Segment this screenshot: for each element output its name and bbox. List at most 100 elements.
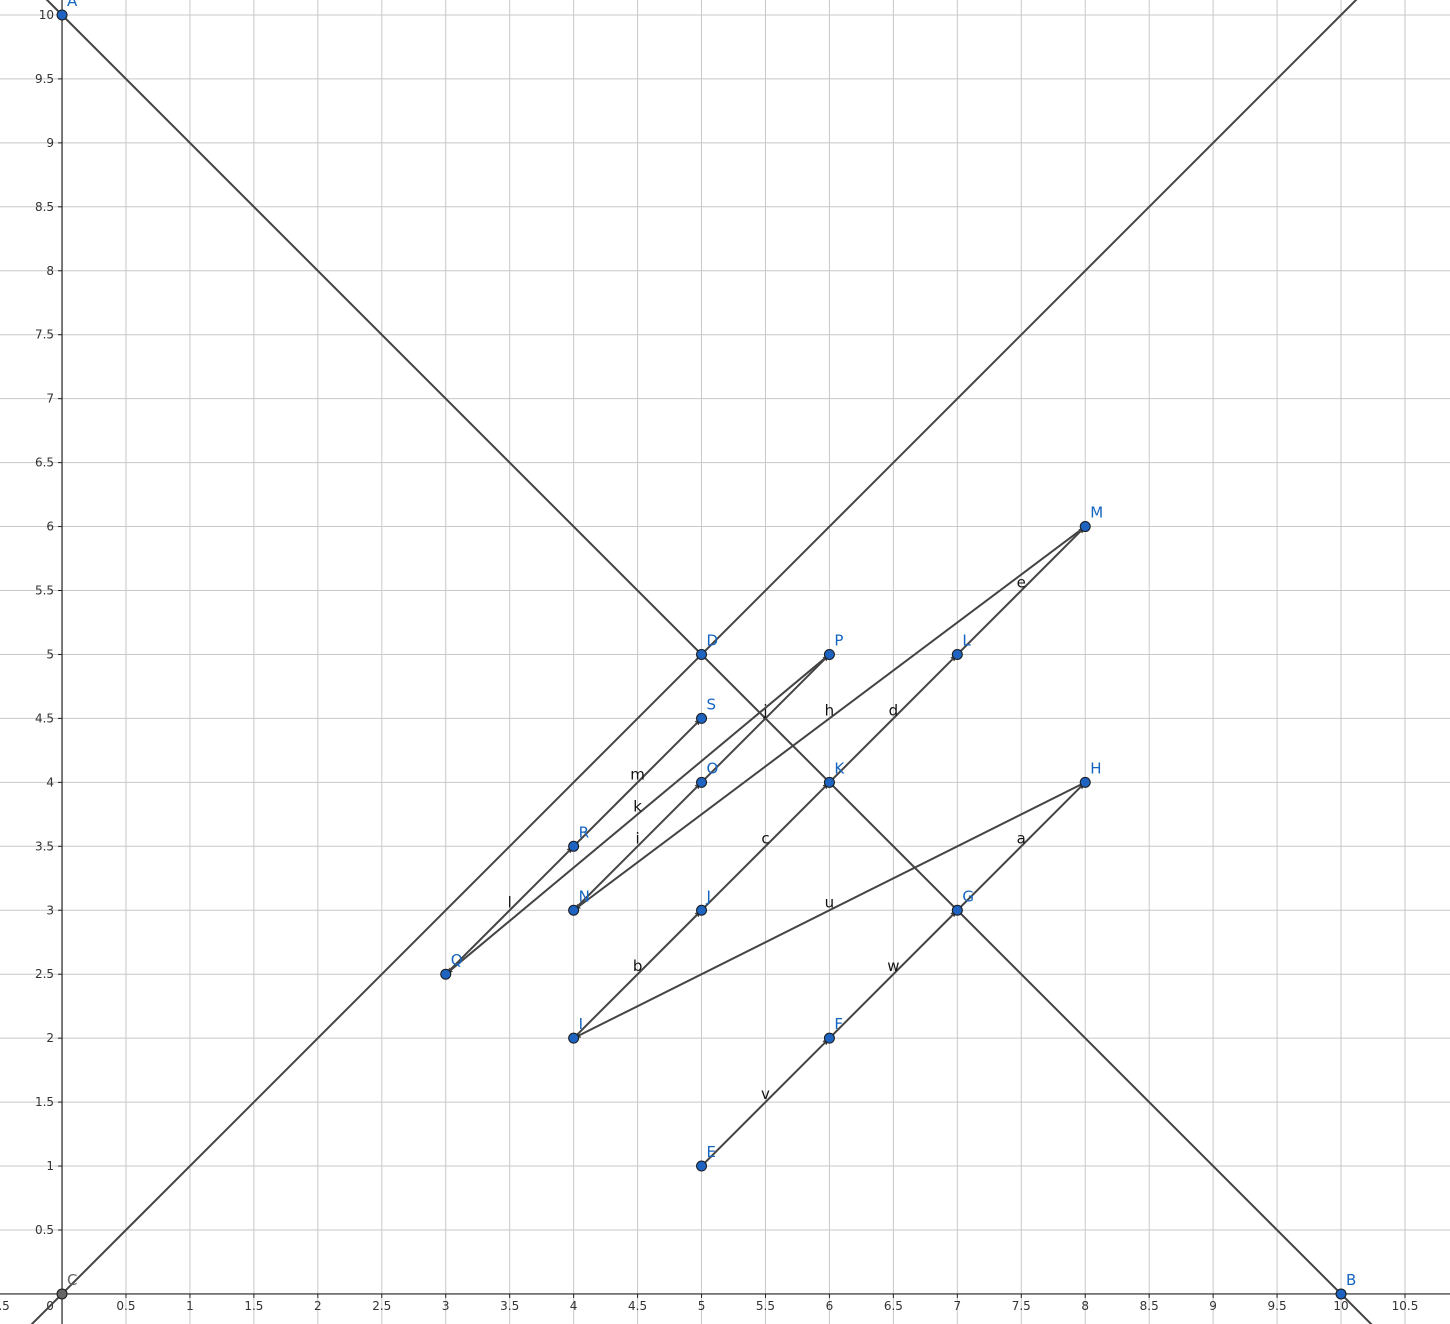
vector-label: l [508,893,512,911]
x-tick-label: 2 [314,1299,322,1313]
point-label: K [834,759,845,777]
x-tick-label: 6.5 [884,1299,903,1313]
x-tick-label: 1 [186,1299,194,1313]
point [568,840,580,852]
vector [956,781,1086,911]
vector [700,1037,831,1167]
point [951,648,963,660]
point-label: R [579,823,589,841]
point [440,968,452,980]
x-tick-label: 3 [442,1299,450,1313]
vector-label: e [1017,574,1026,592]
x-tick-label: 6 [826,1299,834,1313]
point [823,1032,835,1044]
y-tick-label: 9.5 [35,72,54,86]
point [823,648,835,660]
vector [573,781,1086,1040]
point-label: F [834,1015,843,1033]
point [1079,776,1091,788]
point-label: P [834,631,843,649]
point [823,776,835,788]
vector [572,781,703,911]
point [696,1160,708,1172]
point [56,9,68,21]
vector-label: u [825,893,835,911]
x-tick-label: 1.5 [244,1299,263,1313]
vector [445,653,831,975]
y-tick-label: 7 [46,392,54,406]
vector-label: v [761,1085,770,1103]
x-tick-label: 5 [698,1299,706,1313]
x-tick-label: 8 [1081,1299,1089,1313]
vector-label: k [633,797,642,815]
y-tick-label: 7.5 [35,328,54,342]
y-tick-label: 3.5 [35,839,54,853]
point-label: N [579,887,590,905]
y-tick-label: 1.5 [35,1095,54,1109]
y-tick-label: 10 [39,8,54,22]
point-label: Q [451,951,463,969]
x-tick-label: 4 [570,1299,578,1313]
point-label: M [1090,504,1103,522]
y-tick-label: 1 [46,1159,54,1173]
vector [828,653,959,784]
y-tick-label: 4 [46,775,54,789]
y-tick-label: 8.5 [35,200,54,214]
x-tick-label: 10.5 [1392,1299,1419,1313]
point-label: D [707,631,719,649]
point [568,1032,580,1044]
x-tick-label: 9 [1209,1299,1217,1313]
y-tick-label: 4.5 [35,711,54,725]
vector [573,525,1086,912]
point-label: C [67,1271,77,1289]
vector-label: h [825,701,835,719]
point-label: I [579,1015,583,1033]
point-label: O [707,759,719,777]
point-label: S [707,695,717,713]
x-tick-label: 9.5 [1268,1299,1287,1313]
vector-label: w [887,957,899,975]
vector-label: j [762,701,767,719]
y-tick-label: 8 [46,264,54,278]
x-tick-label: -0.5 [0,1299,10,1313]
y-tick-label: 5 [46,647,54,661]
vector-label: i [635,829,639,847]
vector [572,717,703,848]
vector-label: d [889,701,899,719]
x-tick-label: 8.5 [1140,1299,1159,1313]
point [1335,1288,1347,1300]
y-tick-label: 2.5 [35,967,54,981]
vector-label: a [1017,829,1026,847]
x-tick-label: 3.5 [500,1299,519,1313]
point-label: J [706,887,711,905]
point-label: B [1346,1271,1356,1289]
point [696,904,708,916]
x-tick-label: 2.5 [372,1299,391,1313]
y-tick-label: 9 [46,136,54,150]
point [696,648,708,660]
y-tick-label: 6 [46,520,54,534]
vector [956,525,1086,656]
point [951,904,963,916]
point-label: G [962,887,974,905]
vector [700,781,831,911]
y-tick-label: 2 [46,1031,54,1045]
vector-label: b [633,957,643,975]
point-label: E [707,1143,716,1161]
point-label: L [962,631,971,649]
point-label: A [67,0,78,10]
point [1079,521,1091,533]
vector [445,845,575,975]
y-tick-label: 5.5 [35,584,54,598]
x-tick-label: 7.5 [1012,1299,1031,1313]
x-tick-label: 0.5 [116,1299,135,1313]
y-tick-label: 3 [46,903,54,917]
vector [828,909,959,1039]
point [696,776,708,788]
y-tick-label: 0.5 [35,1223,54,1237]
point [696,712,708,724]
x-tick-label: 5.5 [756,1299,775,1313]
